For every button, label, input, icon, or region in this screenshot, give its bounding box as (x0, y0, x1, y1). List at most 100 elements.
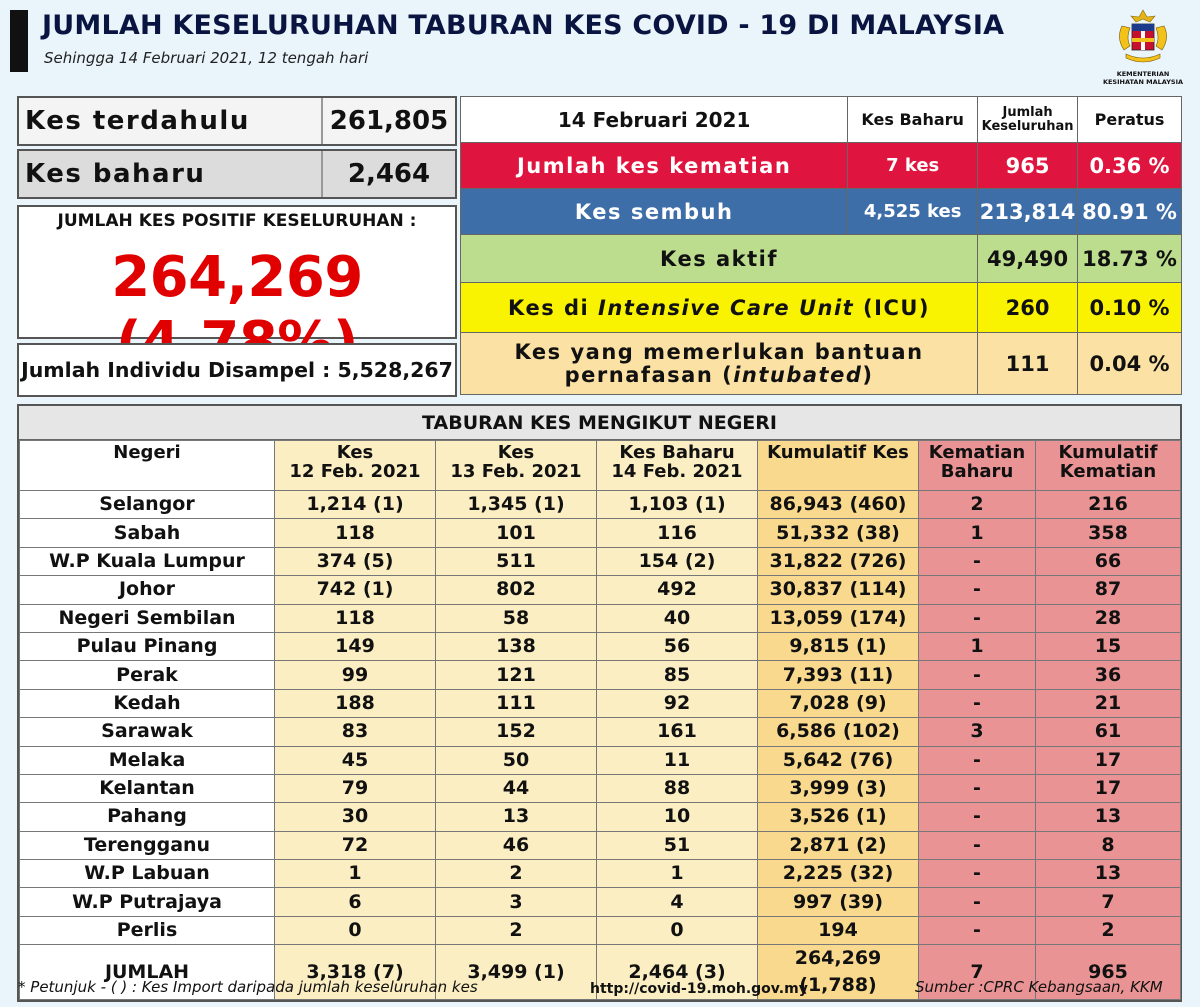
table-cell: 492 (596, 575, 758, 605)
deaths-total: 965 (977, 142, 1079, 189)
previous-cases-value: 261,805 (321, 98, 455, 144)
table-cell: 51,332 (38) (757, 518, 919, 548)
table-cell: 30,837 (114) (757, 575, 919, 605)
active-percent: 18.73 % (1077, 234, 1182, 283)
col-new-cases: Kes Baharu (847, 96, 979, 143)
table-cell: - (918, 830, 1036, 861)
table-cell: 44 (435, 773, 597, 804)
table-cell: 13 (1035, 859, 1181, 889)
table-cell: 13 (435, 802, 597, 832)
data-source: Sumber :CPRC Kebangsaan, KKM (915, 978, 1163, 996)
page-title: JUMLAH KESELURUHAN TABURAN KES COVID - 1… (42, 10, 1005, 41)
table-row: Selangor 1,214 (1) 1,345 (1) 1,103 (1) 86,94… (19, 489, 1181, 520)
summary-date: 14 Februari 2021 (459, 96, 849, 143)
active-total: 49,490 (977, 234, 1079, 283)
previous-cases-box: Kes terdahulu 261,805 (17, 96, 457, 146)
icu-row: Kes di Intensive Care Unit (ICU) 260 0.1… (459, 282, 1182, 333)
table-cell: 358 (1035, 518, 1181, 548)
state-name: W.P Putrajaya (19, 887, 275, 917)
state-distribution: TABURAN KES MENGIKUT NEGERI Negeri Kes 12 … (17, 404, 1182, 1003)
table-cell: 1 (918, 518, 1036, 548)
state-name: Kelantan (19, 773, 275, 804)
total-positive-box: JUMLAH KES POSITIF KESELURUHAN : 264,269… (17, 205, 457, 375)
table-cell: 194 (757, 915, 919, 946)
state-table-title: TABURAN KES MENGIKUT NEGERI (19, 406, 1180, 440)
table-cell: 0 (274, 915, 436, 946)
table-cell: - (918, 887, 1036, 917)
state-name: Selangor (19, 489, 275, 520)
table-cell: - (918, 859, 1036, 889)
table-cell: 5,642 (76) (757, 745, 919, 775)
table-cell: 1 (274, 859, 436, 889)
table-cell: - (918, 660, 1036, 690)
table-cell: 17 (1035, 773, 1181, 804)
state-name: JUMLAH (19, 944, 275, 1001)
table-row: Melaka 45 50 11 5,642 (76) -17 (19, 745, 1181, 775)
table-row: W.P Kuala Lumpur 374 (5) 511 154 (2) 31,822 … (19, 546, 1181, 577)
previous-cases-label: Kes terdahulu (25, 106, 250, 136)
table-cell: 1,214 (1) (274, 489, 436, 520)
table-cell: 3 (918, 717, 1036, 747)
table-cell: 152 (435, 717, 597, 747)
active-label: Kes aktif (459, 234, 979, 283)
table-cell: 2,225 (32) (757, 859, 919, 889)
table-row: Perlis 0 2 0 194-2 (19, 915, 1181, 946)
table-cell: 7,393 (11) (757, 660, 919, 690)
table-cell: - (918, 915, 1036, 946)
table-cell: 264,269 (1,788) (757, 944, 919, 1001)
table-cell: 15 (1035, 631, 1181, 662)
ministry-logo: KEMENTERIAN KESIHATAN MALAYSIA (1098, 8, 1188, 90)
table-cell: 7 (1035, 887, 1181, 917)
table-row: Sarawak 83 152 161 6,586 (102) 3 61 (19, 717, 1181, 747)
intubated-total: 111 (977, 332, 1079, 395)
table-cell: 9,815 (1) (757, 631, 919, 662)
table-row: W.P Labuan 1 2 1 2,225 (32) -13 (19, 859, 1181, 889)
active-row: Kes aktif 49,490 18.73 % (459, 234, 1182, 283)
deaths-row: Jumlah kes kematian 7 kes 965 0.36 % (459, 142, 1182, 189)
table-cell: 7,028 (9) (757, 688, 919, 719)
table-cell: 13,059 (174) (757, 603, 919, 633)
table-cell: 997 (39) (757, 887, 919, 917)
new-cases-box: Kes baharu 2,464 (17, 149, 457, 199)
table-cell: 66 (1035, 546, 1181, 577)
table-cell: - (918, 688, 1036, 719)
table-cell: 1,103 (1) (596, 489, 758, 520)
table-cell: 99 (274, 660, 436, 690)
table-cell: - (918, 773, 1036, 804)
table-row: Kedah 188 111 92 7,028 (9) -21 (19, 688, 1181, 719)
source-url[interactable]: http://covid-19.moh.gov.my (590, 981, 808, 997)
table-cell: 2,871 (2) (757, 830, 919, 861)
table-cell: 3 (435, 887, 597, 917)
table-cell: - (918, 603, 1036, 633)
col-header: Kumulatif Kes (757, 440, 919, 491)
table-cell: 4 (596, 887, 758, 917)
table-cell: 118 (274, 603, 436, 633)
table-cell: - (918, 575, 1036, 605)
col-percent: Peratus (1077, 96, 1182, 143)
table-cell: 101 (435, 518, 597, 548)
table-row: Terengganu 72 46 51 2,871 (2) -8 (19, 830, 1181, 861)
recovered-total: 213,814 (977, 188, 1079, 235)
new-cases-label: Kes baharu (25, 159, 206, 189)
state-header-row: Negeri Kes 12 Feb. 2021 Kes 13 Feb. 2021 Kes … (19, 440, 1181, 491)
table-cell: 31,822 (726) (757, 546, 919, 577)
state-name: Perak (19, 660, 275, 690)
table-cell: 511 (435, 546, 597, 577)
deaths-new: 7 kes (847, 142, 979, 189)
title-accent-bar (10, 10, 28, 72)
table-cell: 88 (596, 773, 758, 804)
table-row: Kelantan 79 44 88 3,999 (3) -17 (19, 773, 1181, 804)
recovered-new: 4,525 kes (847, 188, 979, 235)
table-cell: 28 (1035, 603, 1181, 633)
table-cell: 2 (918, 489, 1036, 520)
col-total: Jumlah Keseluruhan (977, 96, 1079, 143)
table-cell: 50 (435, 745, 597, 775)
table-cell: 149 (274, 631, 436, 662)
col-header: Kes Baharu 14 Feb. 2021 (596, 440, 758, 491)
table-cell: 2 (1035, 915, 1181, 946)
table-cell: 87 (1035, 575, 1181, 605)
table-cell: 51 (596, 830, 758, 861)
col-header: Kes 13 Feb. 2021 (435, 440, 597, 491)
table-cell: 188 (274, 688, 436, 719)
table-cell: 111 (435, 688, 597, 719)
